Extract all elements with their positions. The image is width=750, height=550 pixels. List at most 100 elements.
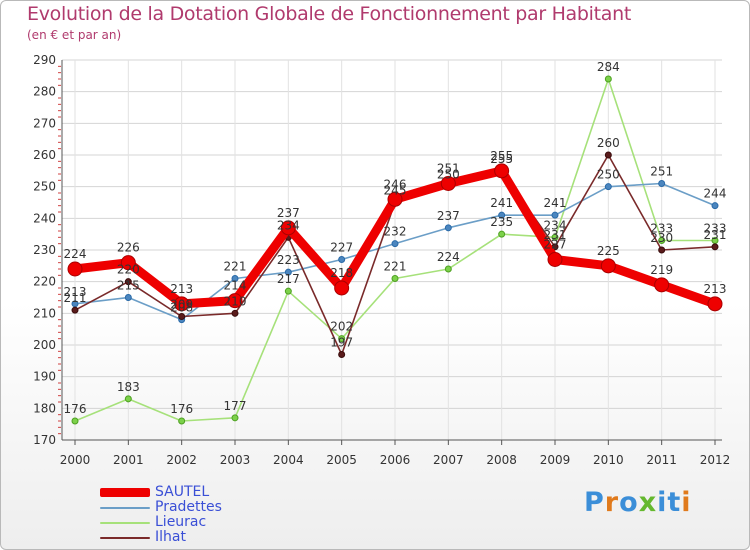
data-label: 246: [384, 177, 407, 191]
data-label: 221: [384, 260, 407, 274]
data-point: [67, 261, 83, 277]
chart-subtitle: (en € et par an): [27, 28, 122, 42]
data-label: 225: [597, 244, 620, 258]
data-point: [338, 351, 346, 358]
data-label: 176: [64, 402, 87, 416]
data-point: [604, 151, 612, 159]
legend-label: SAUTEL: [155, 484, 210, 500]
data-point: [551, 211, 559, 219]
y-tick-label: 200: [33, 338, 56, 352]
data-point: [711, 202, 719, 210]
axes: 170 180 190 200 210 220 230 240 250 260 270 280 290 2…: [33, 53, 730, 467]
data-label: 231: [704, 228, 727, 242]
data-label: 231: [544, 228, 567, 242]
data-label: 237: [277, 206, 300, 220]
data-label: 250: [437, 168, 460, 182]
data-point: [600, 258, 616, 274]
data-point: [551, 233, 559, 241]
data-label: 226: [117, 241, 140, 255]
data-label: 219: [650, 263, 673, 277]
x-tick-label: 2005: [326, 453, 357, 467]
data-label: 237: [437, 209, 460, 223]
data-label: 221: [224, 260, 247, 274]
data-point: [498, 230, 506, 238]
data-label: 209: [170, 298, 193, 312]
data-label: 223: [277, 253, 300, 267]
logo-letter: P: [584, 487, 605, 518]
logo-letter: x: [638, 487, 658, 518]
y-tick-label: 240: [33, 211, 56, 225]
logo-letter: i: [681, 487, 692, 518]
data-point: [658, 246, 666, 254]
grid: [62, 59, 722, 441]
data-label: 234: [544, 218, 567, 232]
x-tick-label: 2009: [540, 453, 571, 467]
y-tick-label: 220: [33, 275, 56, 289]
y-tick-label: 250: [33, 180, 56, 194]
data-point: [604, 75, 612, 83]
data-point: [231, 275, 239, 282]
data-label: 260: [597, 136, 620, 150]
data-label: 235: [490, 215, 513, 229]
data-label: 245: [384, 184, 407, 198]
data-label: 214: [224, 279, 247, 293]
series-lines: [67, 75, 723, 425]
data-label: 208: [170, 301, 193, 315]
data-point: [498, 211, 506, 219]
data-point: [444, 224, 452, 232]
data-label: 234: [277, 218, 300, 232]
data-label: 213: [170, 282, 193, 296]
data-label: 213: [704, 282, 727, 296]
data-point: [654, 277, 670, 293]
data-label: 255: [490, 152, 513, 166]
data-point: [338, 335, 346, 343]
data-label: 224: [437, 250, 460, 264]
data-label: 232: [384, 225, 407, 239]
data-label: 251: [650, 165, 673, 179]
x-tick-label: 2011: [646, 453, 677, 467]
chart-title: Evolution de la Dotation Globale de Fonc…: [27, 3, 632, 25]
data-label: 177: [224, 399, 247, 413]
data-point: [284, 287, 292, 295]
y-tick-label: 290: [33, 53, 56, 67]
legend-swatch: [100, 488, 150, 497]
data-point: [174, 296, 190, 312]
data-point: [391, 275, 399, 282]
x-tick-label: 2002: [166, 453, 197, 467]
data-point: [494, 163, 510, 179]
legend-swatch: [100, 537, 150, 539]
x-tick-label: 2003: [220, 453, 251, 467]
y-tick-label: 270: [33, 116, 56, 130]
data-label: 255: [490, 149, 513, 163]
data-point: [444, 265, 452, 273]
data-point: [707, 296, 723, 312]
data-point: [547, 252, 563, 267]
data-label: 233: [704, 222, 727, 236]
data-label: 224: [64, 247, 87, 261]
data-point: [338, 256, 346, 263]
logo-letter: r: [604, 487, 620, 518]
y-tick-label: 170: [33, 433, 56, 447]
legend-swatch: [100, 522, 150, 524]
y-tick-label: 190: [33, 370, 56, 384]
data-label: 183: [117, 380, 140, 394]
x-tick-label: 2006: [380, 453, 411, 467]
y-tick-label: 260: [33, 148, 56, 162]
data-point: [120, 255, 136, 271]
y-tick-label: 180: [33, 401, 56, 415]
data-label: 227: [544, 238, 567, 252]
data-label: 215: [117, 279, 140, 293]
x-tick-label: 2000: [60, 453, 91, 467]
x-tick-label: 2008: [486, 453, 517, 467]
data-point: [71, 417, 79, 425]
x-tick-label: 2001: [113, 453, 144, 467]
data-label: 202: [330, 320, 353, 334]
data-point: [284, 268, 292, 276]
data-label: 230: [650, 231, 673, 245]
data-label: 213: [64, 285, 87, 299]
data-label: 220: [117, 263, 140, 277]
logo-letter: i: [657, 487, 668, 518]
data-point: [231, 414, 239, 422]
proxiti-logo: Proxiti: [584, 487, 692, 518]
